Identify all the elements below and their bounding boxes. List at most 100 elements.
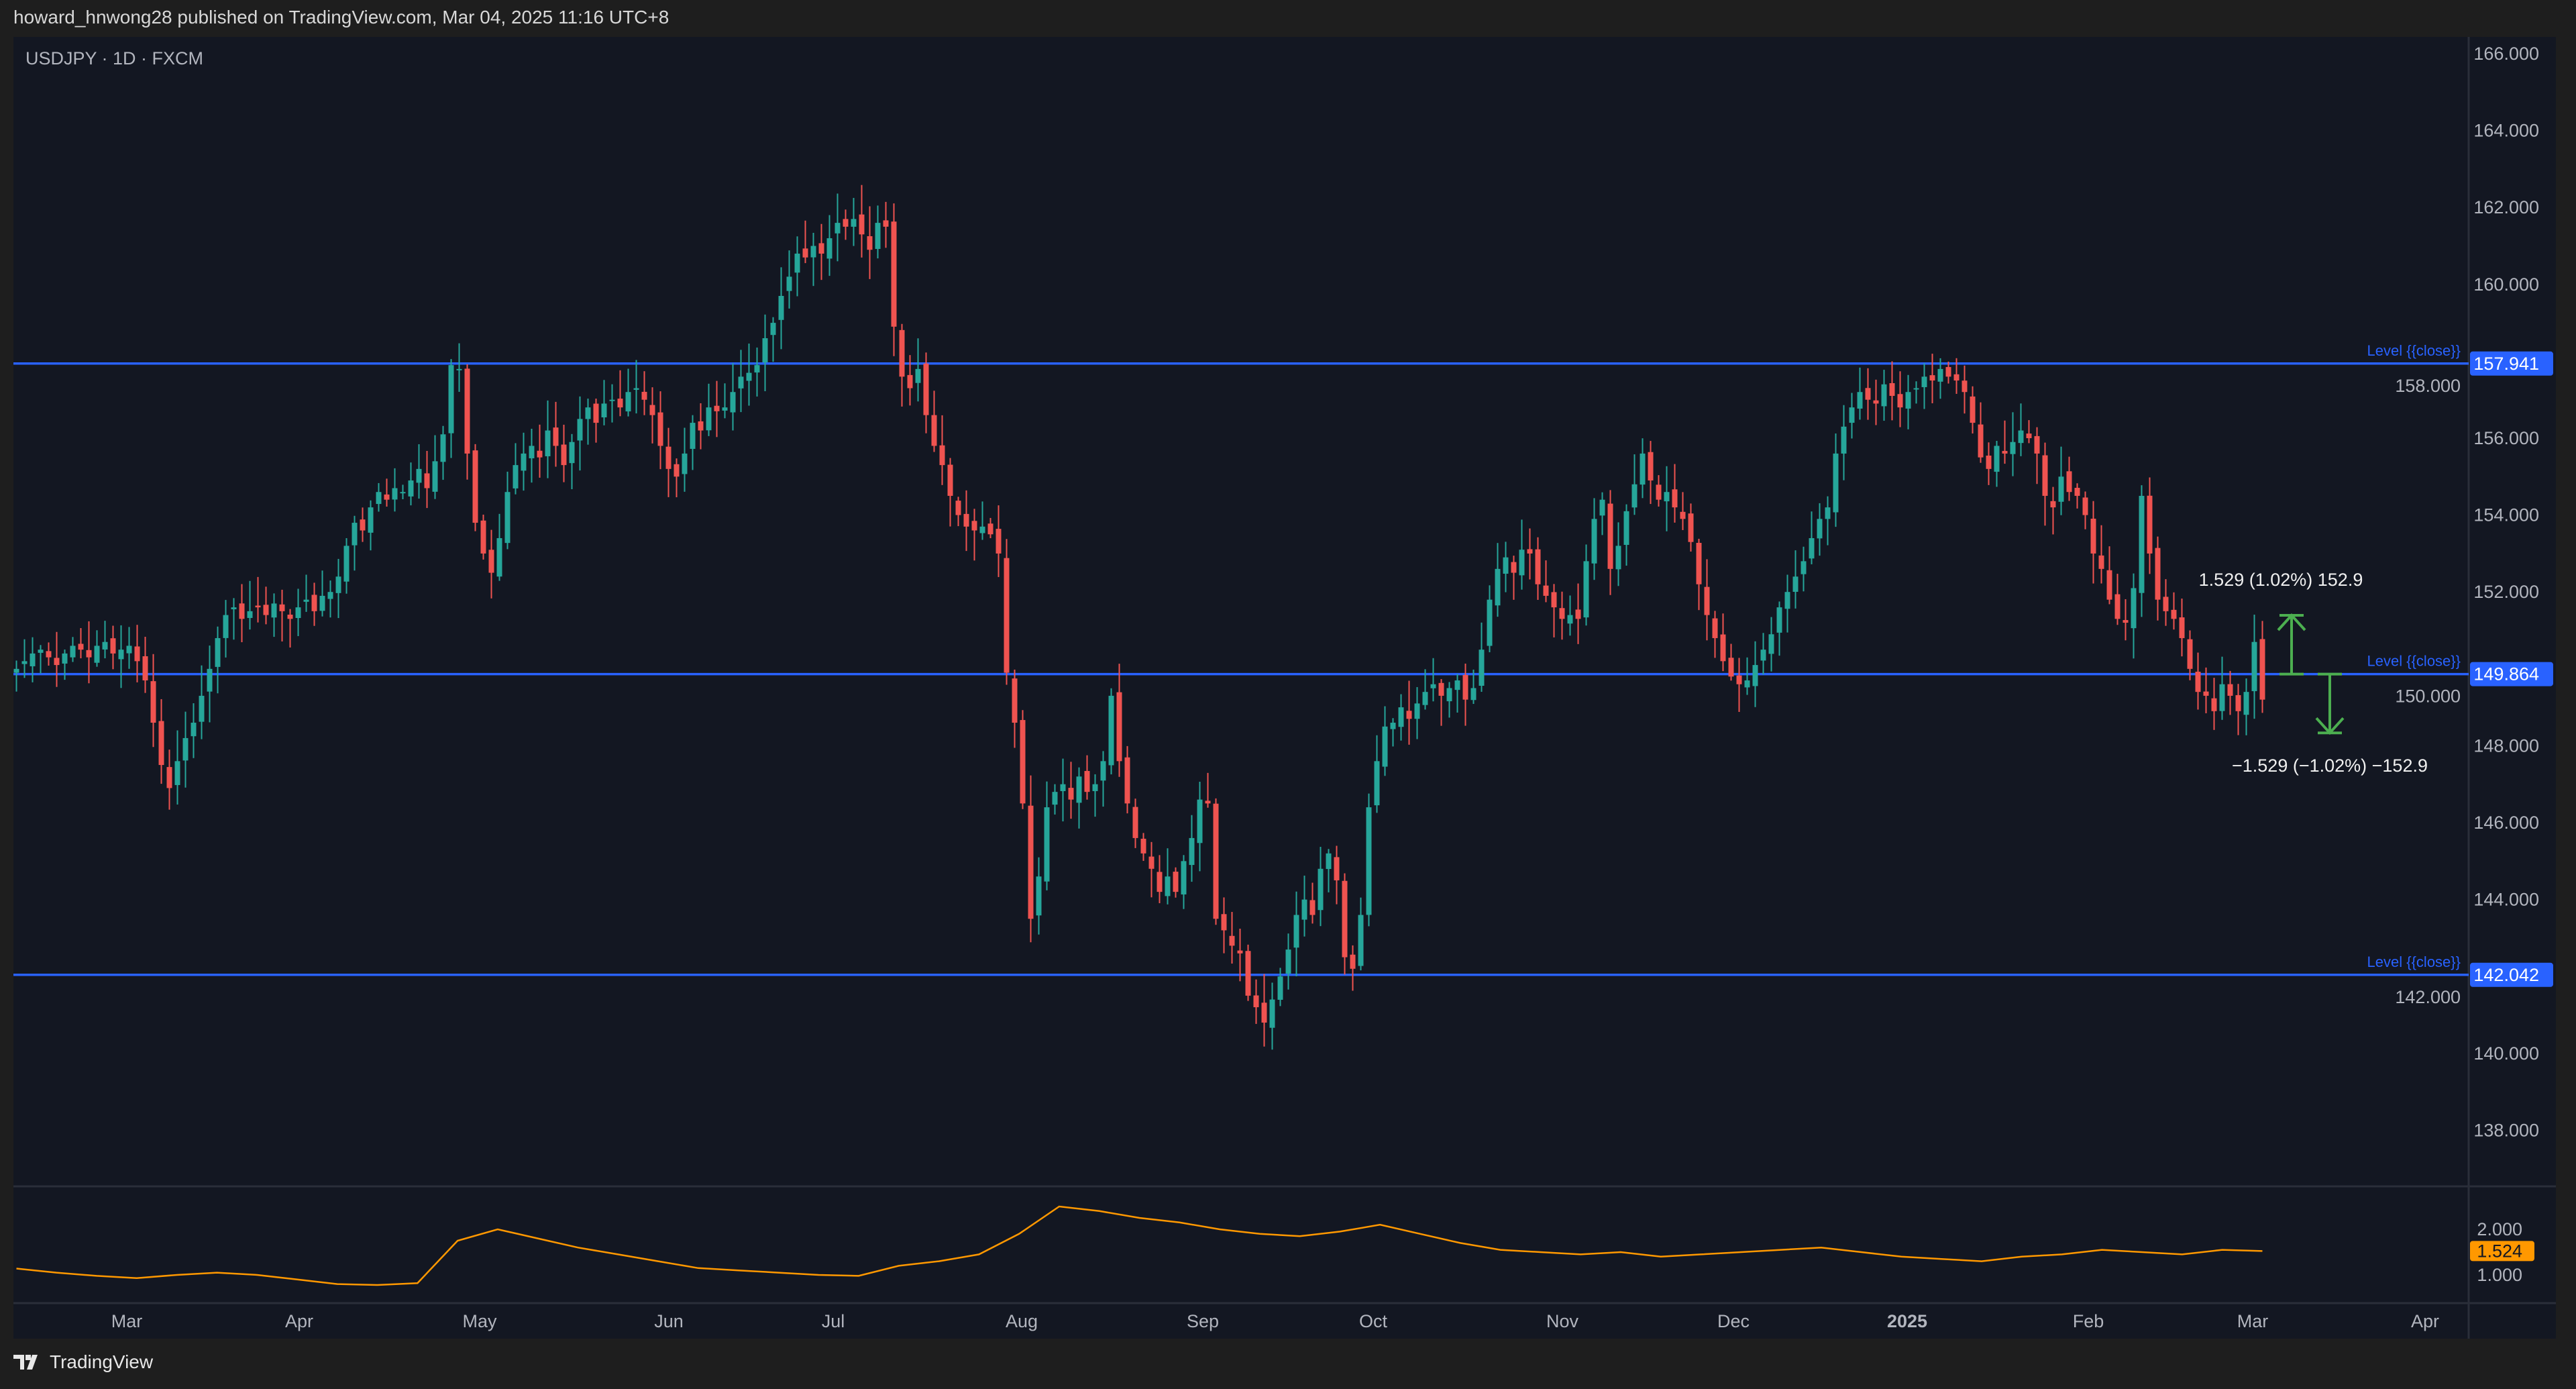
time-tick-label: Aug [1006,1311,1038,1331]
candle-body [770,323,776,336]
candle-body [1905,392,1911,409]
candle-body [2187,639,2193,669]
candle-body [1213,803,1219,919]
candle-body [1301,899,1307,920]
candle-body [915,368,921,383]
price-axis[interactable]: 166.000 164.000 162.000 160.000 158.000 156.0… [2395,44,2539,1140]
candle-body [1535,549,1541,584]
candle-body [1044,807,1050,882]
candle-body [2010,442,2016,454]
candle-body [335,576,341,593]
candle-body [1108,695,1114,766]
measure-label: −1.529 (−1.02%) −152.9 [2232,756,2428,776]
candle-body [1664,492,1670,502]
candle-body [1937,368,1943,382]
candle-body [996,529,1002,554]
candle-body [521,453,527,471]
candle-body [1567,615,1573,624]
candle-body [1575,609,1581,619]
level-price-tag-text: 157.941 [2473,354,2539,374]
candle-body [1559,608,1565,619]
candle-body [1124,757,1130,804]
candle-body [231,607,237,609]
candle-body [2147,495,2153,554]
candle-body [343,546,350,582]
candle-body [1865,388,1871,400]
candle-body [1221,914,1227,931]
time-axis[interactable]: Mar Apr May Jun Jul Aug Sep Oct Nov Dec 2025 Feb Mar… [111,1311,2439,1331]
time-tick-label: Apr [2411,1311,2439,1331]
candle-body [2018,430,2024,444]
arrow-up-icon [2277,613,2306,631]
candle-body [1382,726,1388,767]
candle-body [1857,392,1863,409]
candle-body [360,519,366,531]
candle-body [1084,770,1090,792]
candle-body [110,638,116,654]
candles [13,185,2265,1050]
candle-body [1752,665,1758,686]
candle-body [21,661,28,664]
candle-body [1173,872,1179,892]
candle-body [1599,499,1605,516]
tradingview-logo-icon [13,1355,38,1370]
indicator-value-text: 1.524 [2477,1241,2522,1261]
candle-body [1277,976,1283,1000]
candle-body [1970,396,1976,423]
candle-body [1036,876,1042,916]
candle-body [1889,383,1895,396]
candle-body [440,434,446,462]
time-tick-label: 2025 [1887,1311,1927,1331]
candle-body [577,419,583,441]
candle-body [424,473,430,488]
candle-body [1672,489,1678,508]
candle-body [585,407,591,419]
candle-body [633,388,639,390]
candle-body [384,494,390,500]
candle-body [448,365,454,433]
price-tick-label: 146.000 [2473,813,2539,833]
time-tick-label: Mar [111,1311,143,1331]
price-tick-label: 138.000 [2473,1120,2539,1140]
candle-body [54,658,60,666]
candle-body [182,737,189,761]
symbol-title[interactable]: USDJPY · 1D · FXCM [25,48,203,68]
candle-body [376,492,382,505]
candle-body [641,391,647,400]
indicator-line [16,1205,2263,1286]
candle-body [472,450,478,523]
candle-body [279,604,285,611]
candle-body [215,637,221,667]
candle-body [1543,585,1549,596]
candle-body [1704,586,1710,615]
time-tick-label: May [462,1311,497,1331]
candle-body [1318,868,1324,911]
candle-body [166,767,172,788]
candle-body [118,650,124,660]
price-tick-label: 164.000 [2473,121,2539,141]
candle-body [690,423,696,449]
candle-body [2066,471,2072,493]
candle-body [1744,680,1750,688]
candle-body [1430,684,1436,688]
level-label: Level {{close}} [2367,342,2461,359]
price-tick-label: 142.000 [2395,987,2461,1007]
candle-body [1511,562,1517,573]
candle-body [62,653,68,664]
candle-body [1527,549,1533,554]
candle-body [1326,853,1332,870]
candle-body [255,605,261,608]
candle-body [569,442,575,464]
candle-body [1052,792,1058,805]
candle-body [1261,1002,1267,1023]
candle-body [2002,451,2008,454]
candle-body [1004,558,1010,673]
candle-body [1881,384,1887,407]
level-price-tag-text: 149.864 [2473,664,2539,684]
candle-body [1116,692,1122,762]
price-tick-label: 156.000 [2473,428,2539,448]
candle-body [2074,488,2080,496]
candle-body [987,523,994,535]
candle-body [1237,950,1243,954]
